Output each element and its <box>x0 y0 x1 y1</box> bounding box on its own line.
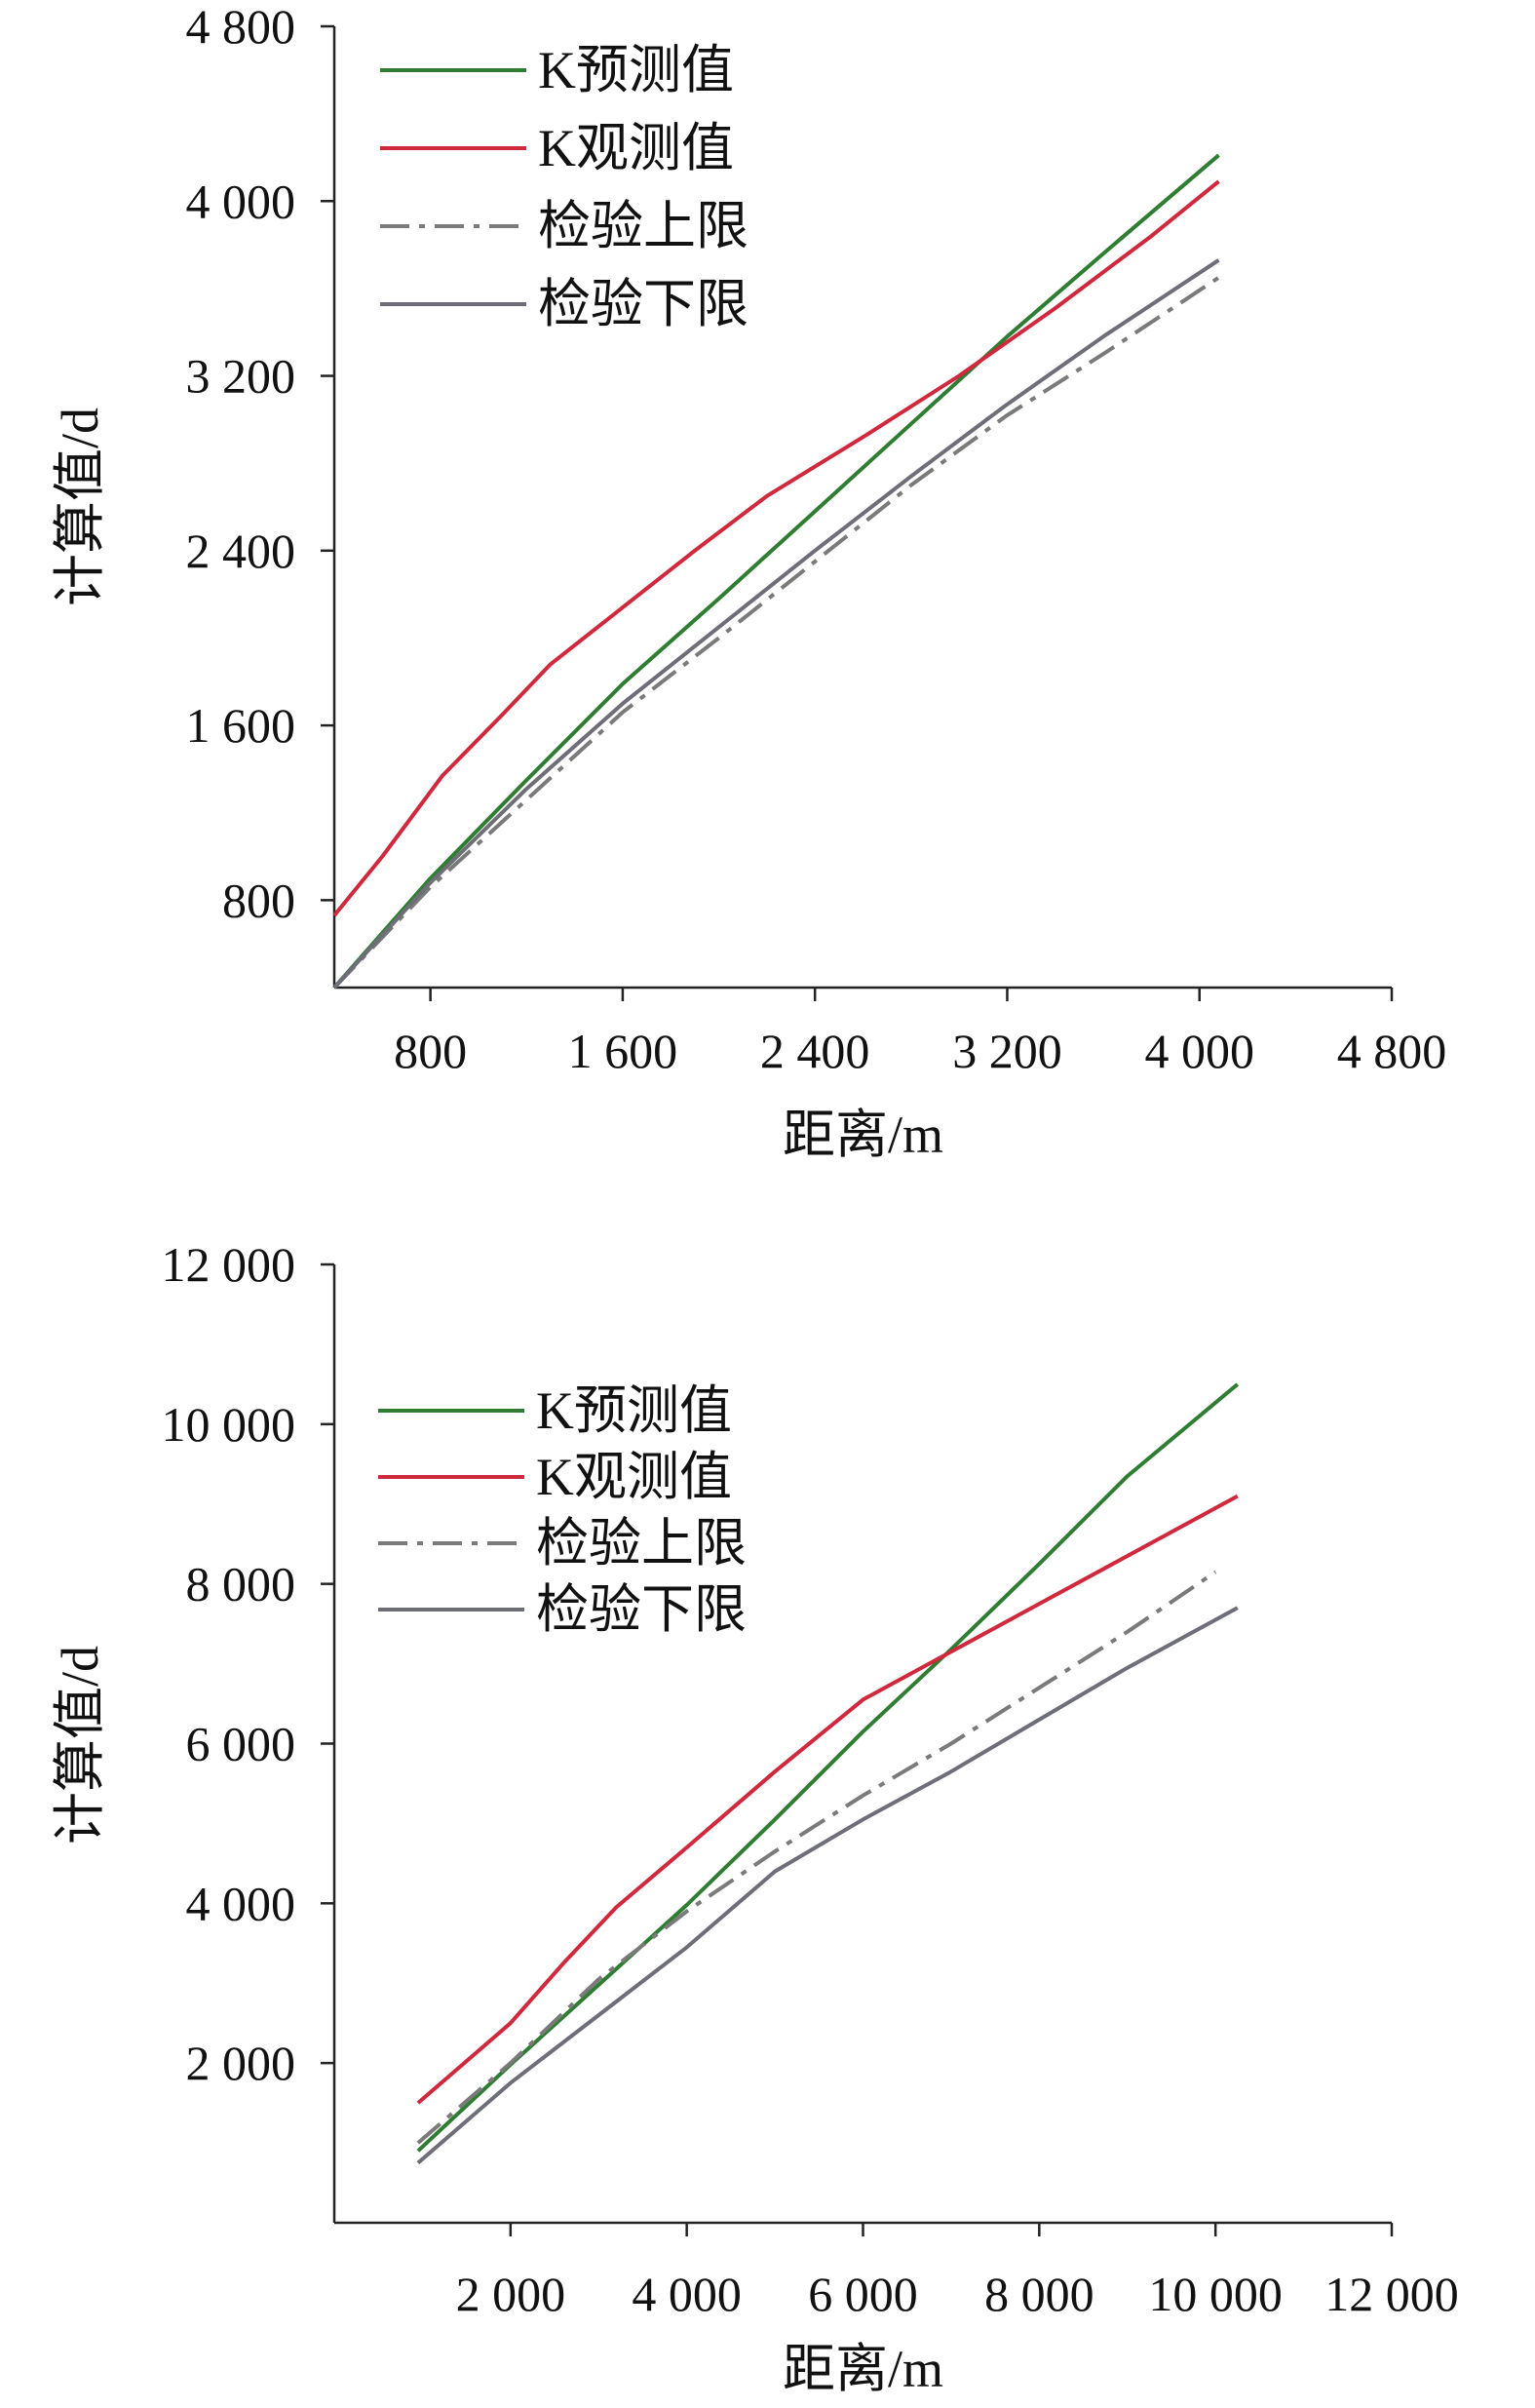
y-tick-label: 800 <box>222 873 295 927</box>
x-tick-label: 4 000 <box>632 2267 742 2321</box>
legend-label: K预测值 <box>536 1381 732 1440</box>
x-tick-label: 10 000 <box>1148 2267 1283 2321</box>
x-tick-label: 4 000 <box>1144 1024 1254 1078</box>
y-tick-label: 8 000 <box>186 1557 296 1612</box>
series-line-2 <box>416 1494 1239 2105</box>
series-line-3 <box>332 276 1220 990</box>
legend-label: 检验下限 <box>538 275 748 333</box>
chart-1: 800 1 600 2 400 3 200 4 000 4 800 800 1 600 2 40… <box>51 0 1446 1164</box>
y-tick-label: 6 000 <box>186 1717 296 1771</box>
series-line-1 <box>332 153 1220 990</box>
y-tick-label: 12 000 <box>162 1237 296 1292</box>
series-line-2 <box>332 179 1220 917</box>
series-line-4 <box>416 1606 1239 2165</box>
series-line-4 <box>332 258 1220 990</box>
legend-label: 检验上限 <box>538 197 748 255</box>
chart-2: 2 000 4 000 6 000 8 000 10 000 12 000 2 000 4 0… <box>51 1237 1459 2398</box>
x-tick-label: 800 <box>394 1024 467 1078</box>
x-tick-label: 12 000 <box>1324 2267 1459 2321</box>
x-tick-label: 3 200 <box>952 1024 1062 1078</box>
y-tick-label: 1 600 <box>186 698 296 753</box>
y-tick-label: 10 000 <box>162 1397 296 1452</box>
legend-label: K观测值 <box>536 1448 732 1506</box>
y-tick-label: 4 000 <box>186 1876 296 1930</box>
x-tick-label: 2 400 <box>760 1024 870 1078</box>
legend-label: K预测值 <box>538 41 734 99</box>
y-axis-title: 计算值/d <box>51 1646 109 1845</box>
y-tick-label: 3 200 <box>186 349 296 404</box>
legend-label: K观测值 <box>538 119 734 177</box>
series-line-1 <box>416 1382 1240 2153</box>
x-tick-label: 1 600 <box>568 1024 678 1078</box>
legend-label: 检验上限 <box>536 1514 747 1573</box>
x-tick-label: 8 000 <box>984 2267 1094 2321</box>
y-axis-title: 计算值/d <box>51 408 109 606</box>
x-axis-title: 距离/m <box>783 2340 943 2398</box>
y-tick-label: 4 000 <box>186 174 296 228</box>
y-tick-label: 2 000 <box>186 2036 296 2090</box>
x-tick-label: 4 800 <box>1337 1024 1447 1078</box>
x-tick-label: 6 000 <box>808 2267 918 2321</box>
x-tick-label: 2 000 <box>456 2267 566 2321</box>
y-tick-label: 2 400 <box>186 524 296 578</box>
x-axis-title: 距离/m <box>783 1106 943 1164</box>
y-tick-label: 4 800 <box>186 0 296 54</box>
legend-label: 检验下限 <box>536 1580 747 1639</box>
series-line-3 <box>416 1570 1217 2145</box>
